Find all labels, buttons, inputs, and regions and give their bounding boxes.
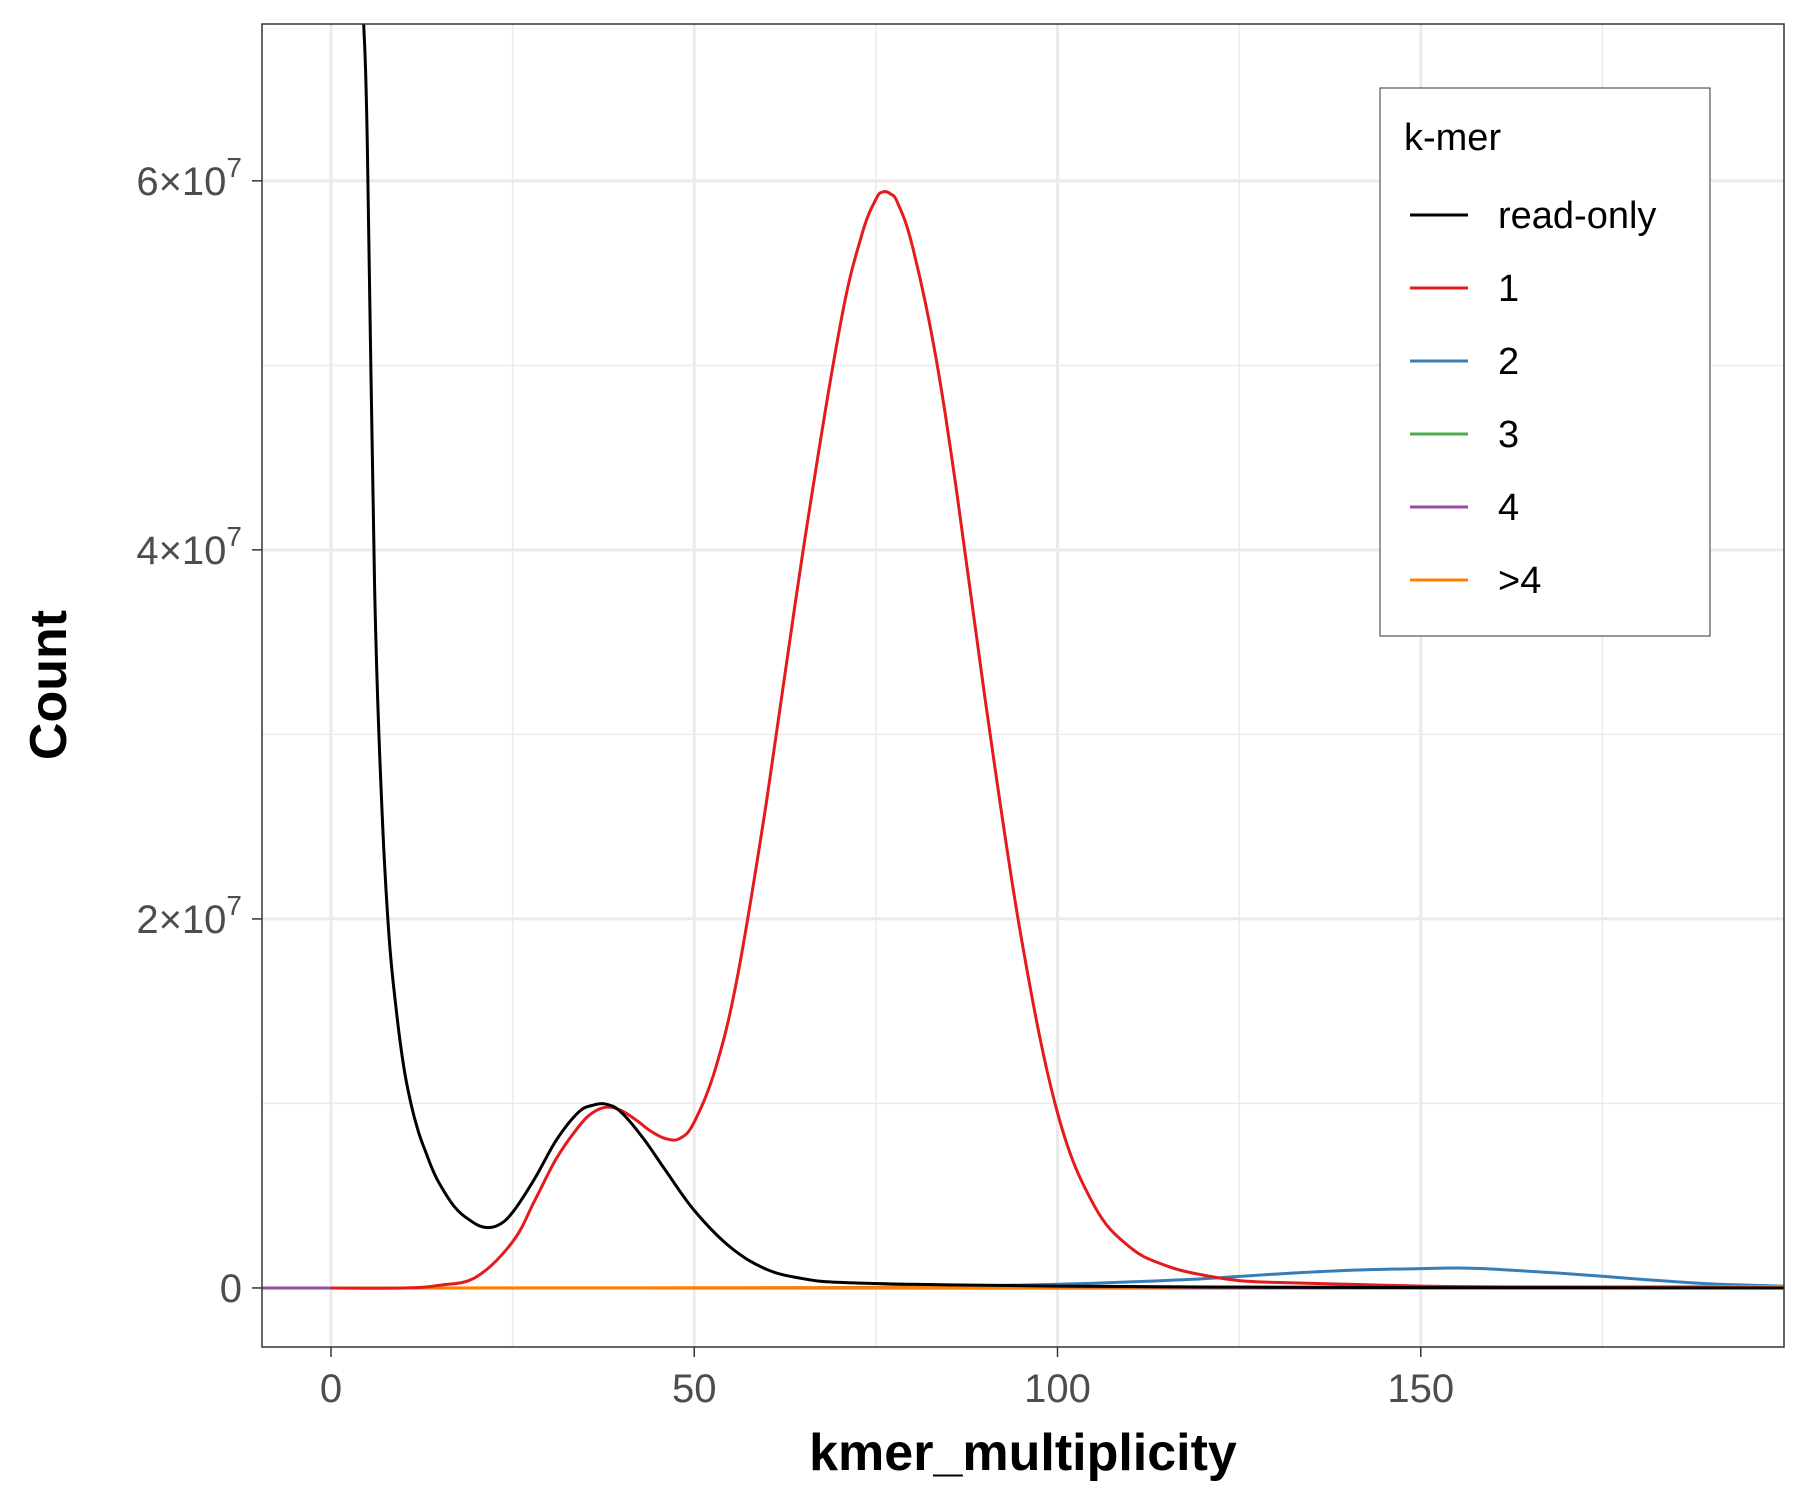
x-tick-label: 100 [1024, 1367, 1091, 1411]
series-line-1 [330, 189, 1784, 1290]
legend-label: 3 [1498, 414, 1519, 456]
legend-entries: read-only 1 2 3 4 >4 [1410, 195, 1656, 602]
legend-label: >4 [1498, 560, 1541, 602]
x-axis-title: kmer_multiplicity [809, 1424, 1237, 1482]
y-tick-label: 6×107 [136, 152, 242, 204]
legend-label: 1 [1498, 268, 1519, 310]
x-tick-label: 0 [320, 1367, 342, 1411]
series-line-read-only [362, 24, 1784, 1290]
y-axis-ticks: 0 2×107 4×107 6×107 [136, 152, 262, 1311]
series-lines [262, 24, 1784, 1290]
legend-label: 2 [1498, 341, 1519, 383]
legend-label: 4 [1498, 487, 1519, 529]
x-axis-ticks: 0 50 100 150 [320, 1347, 1454, 1411]
y-tick-label: 2×107 [136, 890, 242, 942]
x-tick-label: 150 [1387, 1367, 1454, 1411]
legend-label: read-only [1498, 195, 1656, 237]
y-tick-label: 4×107 [136, 521, 242, 573]
x-tick-label: 50 [672, 1367, 717, 1411]
y-axis-title: Count [20, 610, 78, 760]
legend-title: k-mer [1404, 117, 1501, 159]
y-tick-label: 0 [220, 1267, 242, 1311]
plot-border [261, 23, 1785, 1348]
legend: k-mer read-only 1 2 3 4 >4 [1379, 87, 1711, 637]
